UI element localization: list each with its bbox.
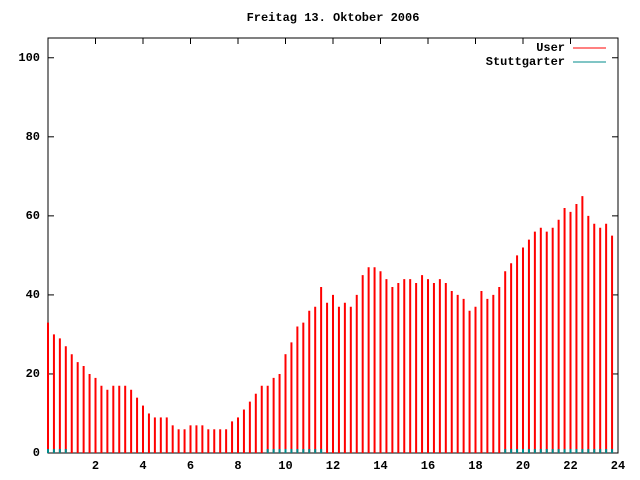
x-tick-label: 8 [234,459,241,473]
x-tick-label: 20 [516,459,530,473]
legend-label: Stuttgarter [486,55,565,69]
y-tick-label: 60 [26,209,40,223]
x-tick-label: 24 [611,459,625,473]
x-tick-label: 10 [278,459,292,473]
y-tick-label: 20 [26,367,40,381]
y-tick-label: 0 [33,446,40,460]
x-tick-label: 14 [373,459,387,473]
legend-label: User [536,41,565,55]
y-tick-label: 80 [26,130,40,144]
x-tick-label: 2 [92,459,99,473]
x-tick-label: 4 [139,459,146,473]
chart-title: Freitag 13. Oktober 2006 [247,11,420,25]
x-tick-label: 22 [563,459,577,473]
x-tick-label: 18 [468,459,482,473]
x-tick-label: 16 [421,459,435,473]
x-tick-label: 6 [187,459,194,473]
y-tick-label: 40 [26,288,40,302]
x-tick-label: 12 [326,459,340,473]
y-tick-label: 100 [18,51,40,65]
